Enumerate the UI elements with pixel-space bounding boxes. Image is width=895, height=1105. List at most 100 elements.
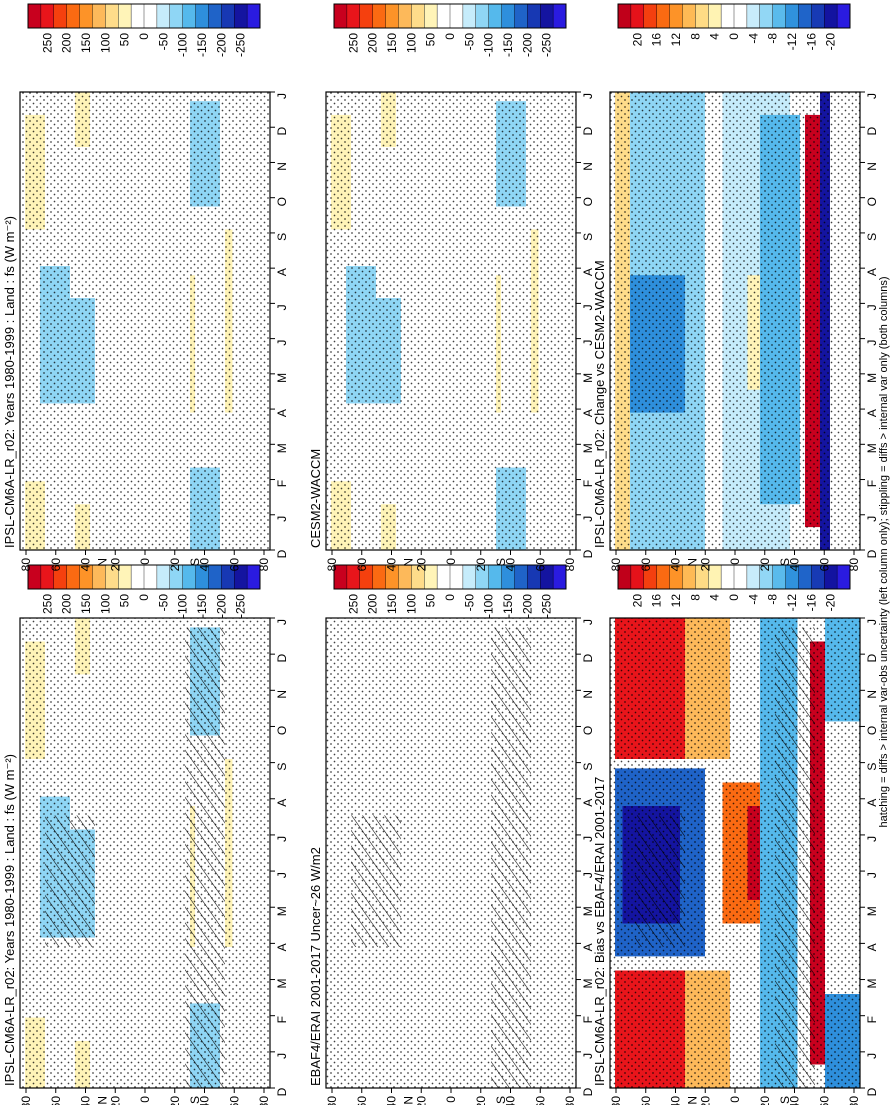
lat-label: 40 [79,558,93,572]
month-label: M [581,443,595,453]
stippling [326,92,576,550]
month-label: M [275,979,289,989]
colorbar: 20 16 12 8 4 0 -4 -8 -12 -16 -20 [617,564,851,612]
colorbar-swatch [182,564,197,590]
lat-label: 40 [385,1096,399,1105]
month-label: A [581,409,595,417]
panel-title: IPSL-CM6A-LR_r02: Change vs CESM2-WACCM [592,260,607,548]
colorbar-swatch [92,564,106,590]
lat-label: 60 [227,1096,241,1105]
lat-label: 80 [257,1096,271,1105]
colorbar-tick-label: -50 [156,33,170,51]
colorbar-swatch [720,3,735,29]
lat-label: 40 [198,558,212,572]
lat-label: 40 [788,558,802,572]
colorbar-tick-label: 150 [385,594,399,614]
colorbar-tick-label: -50 [156,594,170,612]
lat-label: 0 [728,558,742,565]
colorbar-tick-label: 200 [60,33,74,53]
colorbar-tick-label: 4 [708,33,722,40]
month-label: S [581,233,595,241]
month-label: N [275,162,289,171]
month-label: D [865,127,879,136]
month-label: M [865,979,879,989]
colorbar-swatch [79,3,93,29]
colorbar-swatch [617,3,632,29]
colorbar-tick-label: -12 [785,33,799,51]
month-label: S [865,233,879,241]
month-label: A [865,943,879,951]
colorbar-swatch [169,3,184,29]
colorbar-swatch [333,3,348,29]
colorbar-tick-label: 250 [40,33,54,53]
lat-label: 80 [609,1096,623,1105]
lat-label: 80 [19,558,33,572]
month-label: O [275,726,289,735]
colorbar: 250 200 150 100 50 0 -50 -100 -150 -200 -250 [27,3,261,57]
colorbar-tick-label: 0 [727,33,741,40]
colorbar-swatch [411,3,425,29]
month-label: D [865,1087,879,1096]
colorbar-frame [333,564,567,590]
lat-label: 60 [639,558,653,572]
hatching [185,627,225,1088]
colorbar-swatch [798,3,812,29]
colorbar-tick-label: -100 [176,33,190,57]
lat-label: 0 [728,1096,742,1103]
lat-label: 80 [325,558,339,572]
colorbar-tick-label: -200 [214,594,228,618]
month-label: F [865,1016,879,1023]
colorbar-swatch [53,3,68,29]
colorbar-tick-label: 100 [404,33,418,53]
colorbar-swatch [118,3,132,29]
colorbar-tick-label: -16 [804,594,818,612]
colorbar-swatch [436,3,451,29]
lat-label: 80 [325,1096,339,1105]
lat-label: 20 [758,1096,772,1105]
panel-title: IPSL-CM6A-LR_r02: Bias vs EBAF4/ERAI 200… [592,777,607,1086]
month-label: N [275,690,289,699]
month-label: J [865,836,879,842]
lat-label: 40 [385,558,399,572]
colorbar-tick-label: -20 [824,33,838,51]
colorbar-swatch [488,564,503,590]
colorbar-swatch [105,3,119,29]
lat-label: 40 [79,1096,93,1105]
colorbar-swatch [708,3,722,29]
colorbar-tick-label: -12 [785,594,799,612]
month-label: A [581,268,595,276]
colorbar-tick-label: 250 [40,594,54,614]
lat-label: 20 [474,1096,488,1105]
colorbar-swatch [733,3,748,29]
colorbar-swatch [514,3,528,29]
month-label: S [865,763,879,771]
month-label: D [581,549,595,558]
colorbar-swatch [462,3,477,29]
colorbar-swatch [143,564,158,590]
colorbar-swatch [682,564,696,590]
hatching [635,815,685,947]
month-label: A [275,943,289,951]
colorbar-tick-label: 20 [630,33,644,47]
colorbar-tick-label: -16 [804,33,818,51]
hemisphere-label: N [686,1096,700,1105]
colorbar-tick-label: 50 [118,594,132,608]
colorbar-swatch [208,3,222,29]
colorbar-tick-label: 16 [650,594,664,608]
hemisphere-label: N [96,1096,110,1105]
colorbar-swatch [824,3,838,29]
colorbar-frame [617,564,851,590]
panel-2: 250 200 150 100 50 0 -50 -100 -150 -200 -250DJFMAM… [308,564,595,1105]
lat-label: 80 [847,1096,861,1105]
colorbar-swatch [221,3,235,29]
month-label: A [865,268,879,276]
month-label: J [275,619,289,625]
colorbar-tick-label: 50 [118,33,132,47]
colorbar-swatch [246,3,261,29]
colorbar-swatch [424,3,438,29]
colorbar-swatch [772,3,787,29]
lat-label: 60 [355,1096,369,1105]
month-label: J [865,872,879,878]
